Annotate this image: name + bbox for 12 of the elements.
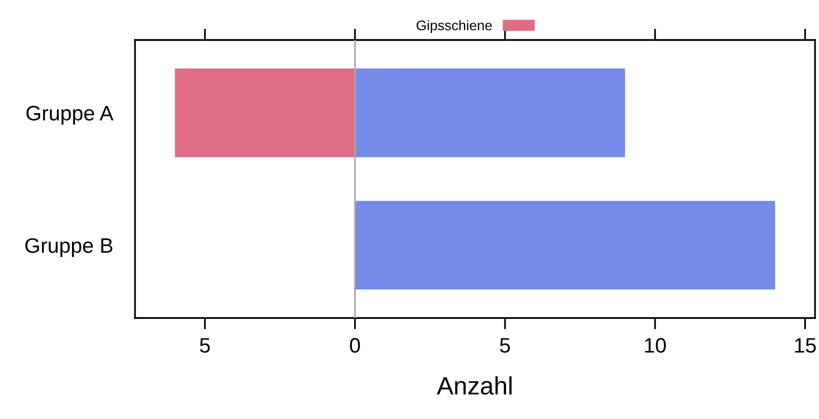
x-tick-label: 5 (500, 338, 510, 353)
y-tick-label: Gruppe A (26, 106, 114, 125)
x-tick-label: 15 (795, 338, 816, 353)
y-tick-label: Gruppe B (25, 238, 112, 258)
bar (174, 68, 355, 158)
x-tick-label: 5 (200, 338, 210, 353)
x-axis-title: Anzahl (436, 376, 512, 395)
legend-label: Gipsschiene (416, 20, 492, 34)
x-tick-label: 0 (350, 338, 360, 353)
bar (354, 200, 776, 290)
x-tick-label: 10 (645, 338, 666, 353)
bar (354, 68, 626, 158)
